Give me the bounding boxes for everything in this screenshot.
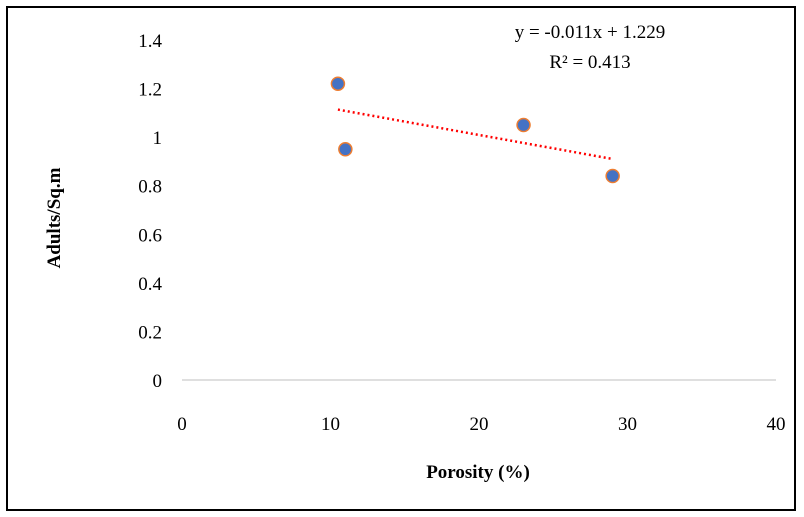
y-tick-labels: 0 0.2 0.4 0.6 0.8 1 1.2 1.4 xyxy=(138,31,162,392)
trendline-line xyxy=(337,108,613,161)
y-tick-label: 1 xyxy=(153,128,163,149)
x-tick-label: 40 xyxy=(767,414,786,435)
data-point xyxy=(338,142,353,157)
chart-frame: 0 0.2 0.4 0.6 0.8 1 1.2 1.4 0 10 20 30 40 y = -0.01… xyxy=(6,6,796,511)
y-tick-label: 0.8 xyxy=(138,177,162,198)
x-tick-label: 10 xyxy=(321,414,340,435)
trendline xyxy=(337,108,613,161)
data-points xyxy=(330,76,620,184)
data-point xyxy=(330,76,346,91)
y-tick-label: 0 xyxy=(153,371,163,392)
x-tick-labels: 0 10 20 30 40 xyxy=(177,414,785,435)
y-axis-title: Adults/Sq.m xyxy=(44,167,65,268)
x-tick-label: 30 xyxy=(618,414,637,435)
x-tick-label: 0 xyxy=(177,414,187,435)
y-tick-label: 0.4 xyxy=(138,274,162,295)
x-axis-title: Porosity (%) xyxy=(426,462,530,483)
data-point xyxy=(605,168,620,184)
trendline-r-squared: R² = 0.413 xyxy=(549,52,630,73)
scatter-plot: 0 0.2 0.4 0.6 0.8 1 1.2 1.4 0 10 20 30 40 y = -0.01… xyxy=(44,22,786,483)
y-tick-label: 1.4 xyxy=(138,31,162,52)
y-tick-label: 0.6 xyxy=(138,225,162,246)
data-point xyxy=(516,117,531,133)
y-tick-label: 1.2 xyxy=(138,80,162,101)
x-tick-label: 20 xyxy=(470,414,489,435)
y-tick-label: 0.2 xyxy=(138,322,162,343)
trendline-equation: y = -0.011x + 1.229 xyxy=(515,22,666,43)
